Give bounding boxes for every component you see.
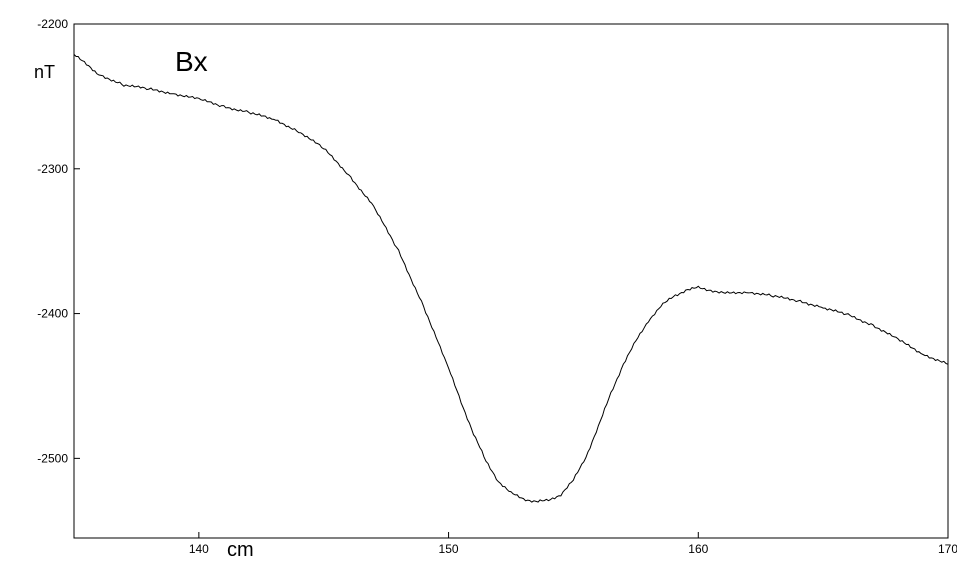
y-tick-label: -2200 xyxy=(37,17,68,31)
y-tick-label: -2300 xyxy=(37,162,68,176)
x-axis: 140 150 160 170 xyxy=(189,532,957,556)
y-tick-label: -2500 xyxy=(37,451,68,465)
chart-title: Bx xyxy=(175,46,208,77)
bx-series-line xyxy=(73,54,949,503)
x-tick-label: 160 xyxy=(688,542,708,556)
y-tick-label: -2400 xyxy=(37,307,68,321)
plot-frame xyxy=(73,23,949,539)
y-axis: -2200 -2300 -2400 -2500 xyxy=(37,17,80,465)
x-tick-label: 170 xyxy=(938,542,957,556)
y-axis-label: nT xyxy=(34,62,55,82)
x-axis-label: cm xyxy=(227,539,254,561)
x-tick-label: 150 xyxy=(439,542,459,556)
x-tick-label: 140 xyxy=(189,542,209,556)
